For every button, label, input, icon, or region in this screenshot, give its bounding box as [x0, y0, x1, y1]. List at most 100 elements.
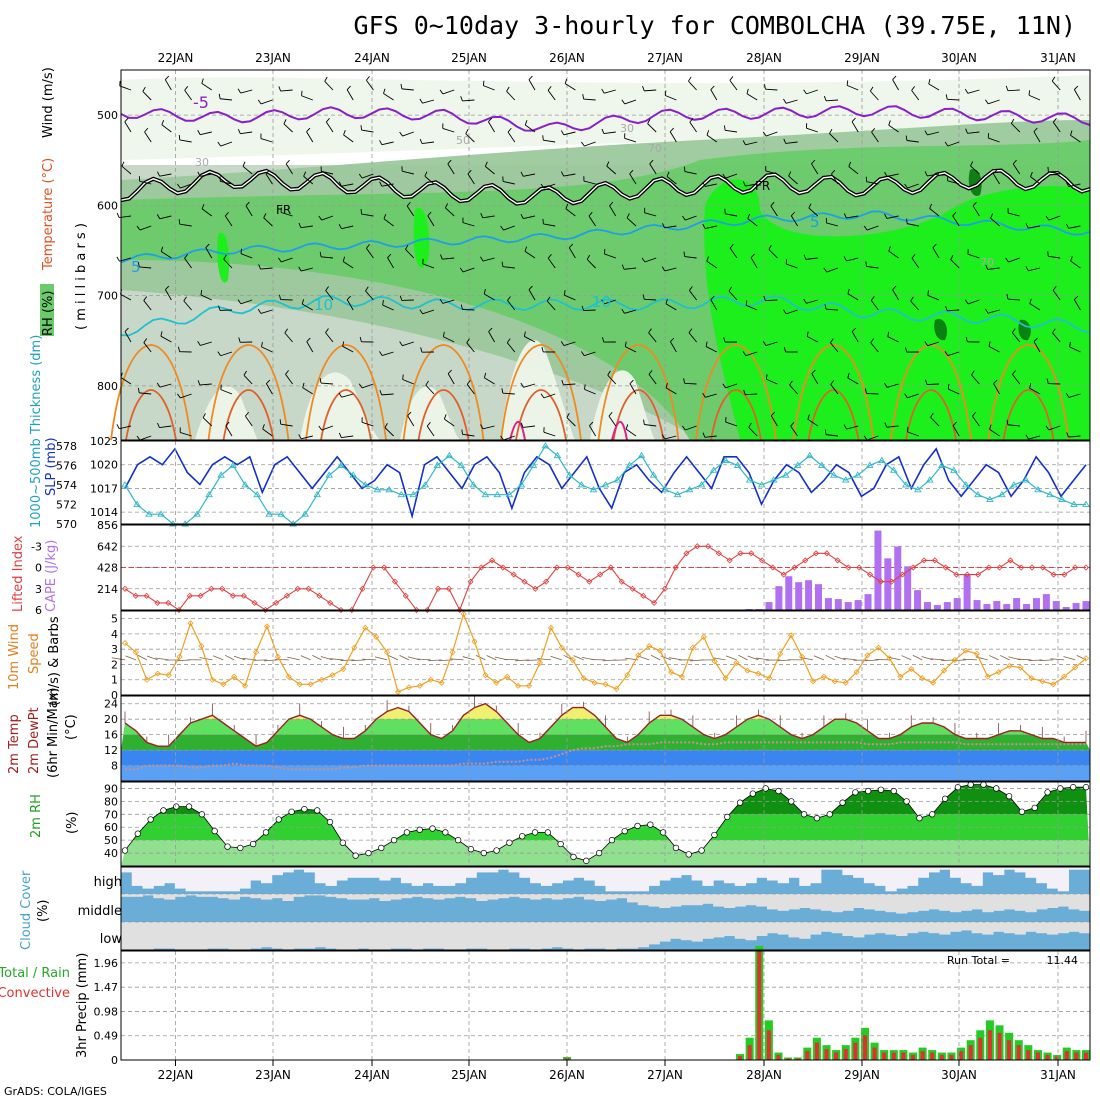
rh-blob-13: [934, 319, 947, 341]
li-point: [769, 564, 776, 571]
wind-barb-flag: [608, 412, 613, 417]
wind-barb-flag: [298, 434, 302, 440]
date-top-8: 30JAN: [941, 51, 977, 65]
precip-conv-bar: [901, 1052, 906, 1060]
thickness-point: [697, 481, 706, 488]
cloud-clear-middle: [1057, 894, 1069, 907]
wind-barb-flag: [743, 389, 746, 395]
wind-barb-flag: [729, 244, 734, 249]
wind-barb-flag: [722, 173, 727, 179]
cloud-clear-middle: [1036, 894, 1048, 910]
thickness-point: [853, 471, 862, 478]
wind-ytick-4: 4: [111, 628, 118, 641]
wind-barb: [906, 140, 919, 143]
wind-barb: [911, 90, 920, 101]
surface-barb: [1017, 658, 1032, 661]
wind-barb: [892, 79, 899, 91]
cloud-clear-middle: [788, 894, 800, 910]
wind-barb-flag: [843, 424, 847, 430]
cape-bar: [1082, 601, 1090, 610]
wind-barb: [806, 89, 818, 95]
wind-barb-flag: [944, 141, 949, 147]
li-point: [845, 564, 852, 571]
freezing-level-inner: [120, 169, 1091, 205]
wind-barb: [225, 425, 233, 437]
wind-barb: [629, 383, 637, 395]
cloud-clear-middle: [993, 894, 1005, 911]
cloud-clear-high: [174, 867, 187, 889]
cloud-clear-low: [906, 922, 919, 934]
wind-barb-flag: [742, 140, 746, 146]
cloud-clear-high: [185, 867, 197, 892]
wind-barb-flag: [911, 254, 916, 259]
cloud-middle-label: middle: [78, 904, 122, 919]
precip-conv-bar: [834, 1052, 839, 1060]
wind-barb-flag: [285, 370, 289, 375]
wind-barb-flag: [871, 128, 876, 133]
li-point: [337, 606, 345, 614]
li-point: [175, 606, 183, 614]
cloud-clear-high: [260, 867, 273, 884]
cloud-clear-middle: [379, 894, 391, 901]
wind-barb: [706, 134, 718, 143]
dewpoint-low-fill: [121, 765, 1090, 781]
date-top-1: 23JAN: [255, 51, 291, 65]
rh2m-point: [480, 849, 487, 857]
precip-ytick-1: 0.49: [94, 1030, 119, 1043]
cloud-clear-middle: [810, 894, 822, 910]
li-point: [931, 557, 938, 564]
wind-barb-flag: [702, 432, 706, 438]
wind-barb-flag: [869, 86, 874, 92]
wind-barb: [725, 129, 738, 133]
upper-ytick-2: 700: [97, 290, 118, 303]
cape-bar: [983, 604, 991, 610]
cloud-clear-low: [1025, 922, 1037, 932]
wind-speed-point: [711, 658, 718, 665]
cloud-clear-middle: [950, 894, 962, 913]
wind-barb-flag: [689, 286, 693, 291]
thickness-point: [1070, 500, 1078, 507]
wind-barb: [280, 89, 293, 92]
frame-wind: [120, 610, 1091, 696]
wind-barb: [361, 383, 374, 389]
cloud-clear-middle: [874, 894, 886, 911]
wind-barb: [747, 218, 758, 227]
cloud-clear-middle: [831, 894, 843, 913]
wind-barb: [324, 81, 334, 91]
cloud-clear-middle: [627, 894, 639, 903]
wind-barb: [725, 421, 738, 427]
wind-barb: [302, 303, 314, 311]
wind-barb-flag: [205, 243, 210, 248]
thickness-point: [373, 485, 382, 493]
wind-barb-flag: [683, 251, 686, 257]
wind-barb-flag: [237, 299, 242, 305]
wind-barb: [506, 342, 516, 353]
wind-barb: [143, 342, 152, 353]
cloud-unit: (%): [36, 900, 51, 923]
wind-barb-flag: [156, 382, 161, 388]
wind-barb-flag: [346, 295, 352, 300]
cloud-clear-low: [304, 922, 316, 949]
wind-barb-flag: [528, 75, 533, 80]
cape-ytick-0: 214: [97, 583, 118, 596]
thickness-point: [133, 500, 141, 507]
wind-barb-flag: [160, 246, 164, 252]
wind-barb: [220, 180, 233, 185]
wind-barb-flag: [382, 300, 384, 306]
wind-speed-point: [831, 678, 838, 685]
wind-barb-flag: [265, 169, 270, 175]
wind-barb: [888, 250, 899, 259]
wind-barb: [1073, 89, 1081, 101]
wind-barb: [321, 215, 334, 221]
wind-barb-flag: [811, 159, 816, 165]
wind-barb: [1033, 131, 1041, 143]
wind-barb: [688, 332, 697, 343]
wind-barb-flag: [1006, 294, 1009, 300]
cloud-clear-middle: [734, 894, 746, 907]
wind-barb-flag: [124, 327, 129, 332]
thickness-point: [938, 461, 946, 468]
precip-conv-bar: [891, 1052, 896, 1060]
cloud-clear-middle: [250, 894, 262, 899]
cloud-clear-middle: [616, 894, 628, 899]
cloud-clear-low: [680, 922, 693, 941]
